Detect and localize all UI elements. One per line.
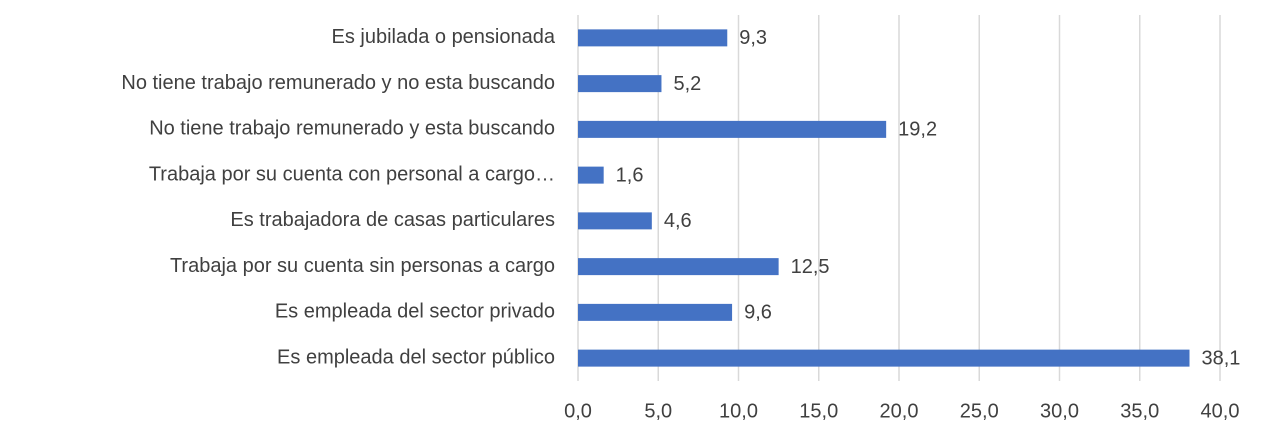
bar <box>578 212 652 230</box>
data-label: 12,5 <box>791 256 830 278</box>
category-label: Es empleada del sector público <box>277 346 555 368</box>
category-label: Trabaja por su cuenta sin personas a car… <box>170 255 555 277</box>
category-label: Trabaja por su cuenta con personal a car… <box>149 163 555 185</box>
category-label: Es empleada del sector privado <box>275 301 555 323</box>
data-label: 19,2 <box>898 119 937 141</box>
x-tick-label: 30,0 <box>1040 400 1079 422</box>
data-label: 4,6 <box>664 210 692 232</box>
bar <box>578 166 604 184</box>
x-tick-label: 15,0 <box>799 400 838 422</box>
category-label: Es jubilada o pensionada <box>331 26 555 48</box>
bar <box>578 258 779 276</box>
x-tick-label: 10,0 <box>719 400 758 422</box>
data-label: 5,2 <box>673 73 701 95</box>
x-tick-label: 0,0 <box>564 400 592 422</box>
bar <box>578 349 1190 367</box>
x-tick-label: 5,0 <box>644 400 672 422</box>
bar <box>578 75 662 93</box>
x-tick-label: 40,0 <box>1201 400 1240 422</box>
category-label: Es trabajadora de casas particulares <box>230 209 555 231</box>
data-label: 9,3 <box>739 27 767 49</box>
bar <box>578 29 728 47</box>
data-label: 1,6 <box>616 164 644 186</box>
x-tick-label: 20,0 <box>880 400 919 422</box>
data-label: 38,1 <box>1202 347 1241 369</box>
bar <box>578 120 887 138</box>
x-tick-label: 25,0 <box>960 400 999 422</box>
data-label: 9,6 <box>744 302 772 324</box>
bar <box>578 303 733 321</box>
category-label: No tiene trabajo remunerado y esta busca… <box>149 118 555 140</box>
category-label: No tiene trabajo remunerado y no esta bu… <box>121 72 555 94</box>
x-tick-label: 35,0 <box>1120 400 1159 422</box>
